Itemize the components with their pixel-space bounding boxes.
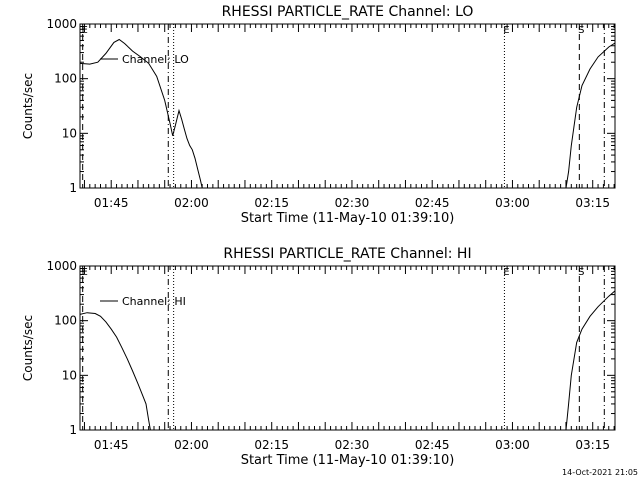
legend-label: Channel: HI (122, 295, 186, 308)
x-tick-label: 03:15 (575, 438, 610, 452)
x-tick-label: 02:00 (174, 196, 209, 210)
series-line (79, 312, 151, 431)
y-tick-label: 10 (62, 126, 77, 140)
event-marker-label: E (503, 267, 509, 278)
y-tick-label: 1000 (46, 17, 77, 31)
legend-label: Channel: LO (122, 53, 189, 66)
x-tick-label: 01:45 (94, 438, 129, 452)
x-tick-label: 02:30 (335, 196, 370, 210)
y-tick-label: 100 (54, 314, 77, 328)
plot-frame (79, 23, 616, 189)
x-tick-label: 02:45 (415, 196, 450, 210)
y-tick-label: 1000 (46, 259, 77, 273)
y-tick-label: 1 (69, 181, 77, 195)
series-line (79, 38, 203, 189)
event-marker-label: E (503, 25, 509, 36)
chart-panel-hi: RHESSI PARTICLE_RATE Channel: HI 1 10 100 10… (21, 246, 616, 468)
y-tick-label: 10 (62, 368, 77, 382)
event-marker-label: E (82, 267, 88, 278)
chart-title: RHESSI PARTICLE_RATE Channel: HI (223, 246, 471, 262)
x-tick-label: 02:00 (174, 438, 209, 452)
x-tick-label: 03:00 (495, 438, 530, 452)
x-tick-label: 02:15 (254, 438, 289, 452)
event-marker-label: S (578, 267, 584, 278)
x-tick-label: 02:15 (254, 196, 289, 210)
x-tick-label: 03:15 (575, 196, 610, 210)
series-line (565, 290, 616, 431)
y-axis-label: Counts/sec (21, 73, 35, 139)
x-axis-label: Start Time (11-May-10 01:39:10) (241, 453, 455, 468)
y-tick-label: 100 (54, 72, 77, 86)
event-marker-label: E (82, 25, 88, 36)
chart-title: RHESSI PARTICLE_RATE Channel: LO (222, 4, 474, 20)
x-tick-label: 01:45 (94, 196, 129, 210)
x-tick-label: 02:30 (335, 438, 370, 452)
x-tick-label: 03:00 (495, 196, 530, 210)
plot-timestamp: 14-Oct-2021 21:05 (562, 468, 638, 477)
series-line (565, 42, 616, 189)
chart-panel-lo: RHESSI PARTICLE_RATE Channel: LO 1 10 100 10… (21, 4, 616, 226)
event-marker-label: S (578, 25, 584, 36)
x-axis-label: Start Time (11-May-10 01:39:10) (241, 211, 455, 226)
y-tick-label: 1 (69, 423, 77, 437)
plot-frame (79, 265, 616, 431)
x-tick-label: 02:45 (415, 438, 450, 452)
y-axis-label: Counts/sec (21, 315, 35, 381)
